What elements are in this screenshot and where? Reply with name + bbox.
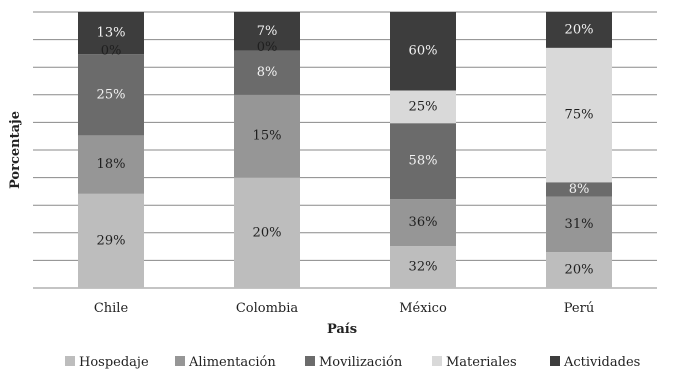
- legend-swatch: [305, 356, 315, 366]
- data-label: 25%: [97, 87, 126, 102]
- data-label: 8%: [569, 182, 590, 197]
- bar-segment-alimentación-méxico: [390, 199, 456, 247]
- legend-swatch: [550, 356, 560, 366]
- data-label: 8%: [257, 65, 278, 80]
- data-label: 60%: [409, 44, 438, 59]
- data-label: 32%: [409, 260, 438, 275]
- data-label: 20%: [565, 22, 594, 37]
- data-label: 13%: [97, 26, 126, 41]
- data-label: 20%: [253, 225, 282, 240]
- segment-labels: 29%18%25%0%13%20%15%8%0%7%32%36%58%25%60…: [97, 22, 594, 277]
- x-axis-title: País: [327, 322, 357, 337]
- data-label: 18%: [97, 157, 126, 172]
- x-tick-labels: Chile Colombia México Perú: [94, 301, 594, 316]
- bar-segment-movilización-chile: [78, 54, 144, 136]
- bar-segment-movilización-méxico: [390, 123, 456, 200]
- legend-label: Movilización: [319, 355, 403, 369]
- bar-segment-alimentación-chile: [78, 135, 144, 194]
- data-label: 7%: [257, 24, 278, 39]
- legend-item-actividades: Actividades: [550, 355, 640, 369]
- data-label: 36%: [409, 215, 438, 230]
- legend-item-movilización: Movilización: [305, 355, 403, 369]
- legend-swatch: [432, 356, 442, 366]
- bar-segment-materiales-perú: [546, 47, 612, 183]
- legend-item-alimentación: Alimentación: [175, 355, 276, 369]
- legend: Hospedaje Alimentación Movilización Materia…: [65, 355, 640, 369]
- x-tick-label: México: [399, 301, 447, 316]
- bar-segment-hospedaje-colombia: [234, 177, 300, 288]
- x-tick-label: Chile: [94, 301, 129, 316]
- bar-segment-alimentación-colombia: [234, 94, 300, 178]
- y-axis-title: Porcentaje: [8, 111, 23, 189]
- legend-label: Materiales: [446, 355, 517, 369]
- data-label: 25%: [409, 99, 438, 114]
- data-label: 20%: [565, 263, 594, 278]
- legend-label: Alimentación: [188, 355, 276, 369]
- bar-segment-hospedaje-méxico: [390, 246, 456, 288]
- bar-segment-hospedaje-chile: [78, 193, 144, 288]
- legend-item-hospedaje: Hospedaje: [65, 355, 149, 369]
- data-label: 75%: [565, 108, 594, 123]
- bar-segment-movilización-colombia: [234, 50, 300, 95]
- legend-swatch: [65, 356, 75, 366]
- bar-segment-movilización-perú: [546, 182, 612, 197]
- x-tick-label: Colombia: [236, 301, 299, 316]
- data-label: 15%: [253, 129, 282, 144]
- bar-segment-materiales-méxico: [390, 90, 456, 124]
- bars: [78, 12, 612, 288]
- bar-segment-alimentación-perú: [546, 196, 612, 253]
- x-tick-label: Perú: [564, 301, 594, 316]
- bar-segment-hospedaje-perú: [546, 252, 612, 288]
- data-label: 58%: [409, 154, 438, 169]
- bar-segment-actividades-perú: [546, 12, 612, 48]
- bar-segment-actividades-chile: [78, 12, 144, 55]
- legend-label: Actividades: [563, 355, 640, 369]
- data-label: 31%: [565, 217, 594, 232]
- legend-item-materiales: Materiales: [432, 355, 517, 369]
- data-label: 29%: [97, 233, 126, 248]
- data-label: 0%: [257, 40, 278, 55]
- legend-swatch: [175, 356, 185, 366]
- data-label: 0%: [101, 44, 122, 59]
- legend-label: Hospedaje: [79, 355, 149, 369]
- bar-segment-actividades-colombia: [234, 12, 300, 51]
- bar-segment-actividades-méxico: [390, 12, 456, 91]
